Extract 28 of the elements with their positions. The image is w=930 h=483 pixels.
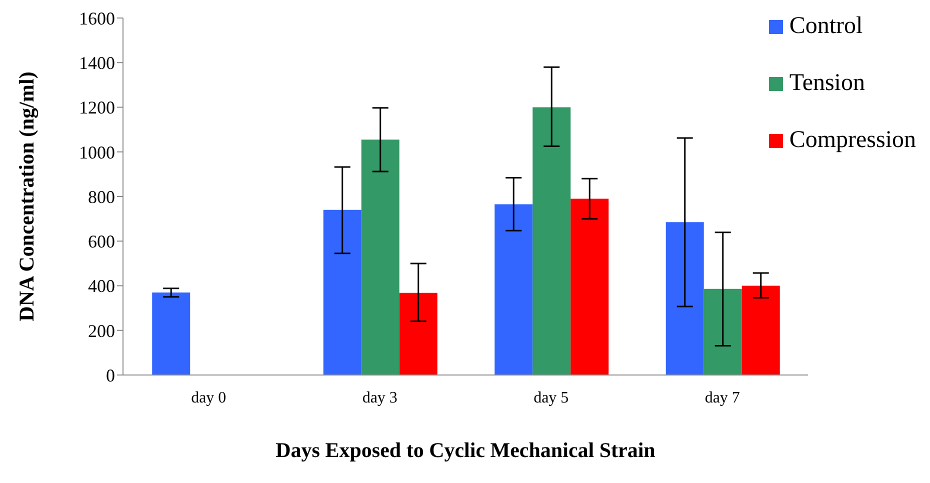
- bar: [532, 107, 571, 375]
- x-axis-title: Days Exposed to Cyclic Mechanical Strain: [276, 438, 656, 462]
- bar: [742, 286, 780, 375]
- y-axis-title: DNA Concentration (ng/ml): [14, 72, 38, 322]
- y-tick-label: 400: [88, 276, 115, 296]
- bar: [666, 222, 704, 375]
- bar: [570, 198, 609, 375]
- legend-label: Compression: [789, 127, 916, 154]
- y-tick-label: 1200: [79, 98, 115, 118]
- bar: [152, 292, 190, 375]
- x-tick-label: day 3: [362, 389, 398, 406]
- y-tick-label: 0: [106, 365, 115, 386]
- y-tick-label: 1000: [79, 142, 115, 162]
- y-tick-label: 1600: [79, 8, 115, 28]
- legend-label: Tension: [789, 70, 865, 97]
- bar: [361, 140, 400, 375]
- legend-label: Control: [789, 13, 863, 40]
- x-tick-label: day 0: [191, 389, 226, 406]
- bar: [494, 204, 533, 375]
- bar: [323, 210, 362, 375]
- y-tick-label: 800: [88, 186, 115, 207]
- bar: [704, 288, 742, 375]
- x-tick-label: day 5: [534, 389, 569, 406]
- y-tick-label: 200: [88, 320, 115, 341]
- y-tick-label: 600: [88, 232, 115, 252]
- x-tick-label: day 7: [704, 389, 740, 406]
- y-tick-label: 1400: [79, 53, 115, 74]
- bar: [399, 292, 438, 375]
